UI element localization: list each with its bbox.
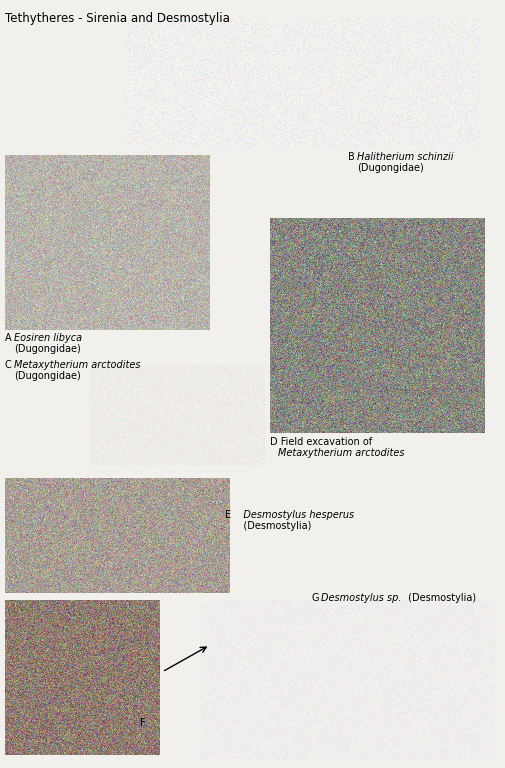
- Text: B: B: [348, 152, 358, 162]
- Text: F: F: [140, 718, 145, 728]
- Text: Eosiren libyca: Eosiren libyca: [14, 333, 82, 343]
- Text: Desmostylus sp.: Desmostylus sp.: [321, 593, 401, 603]
- Text: Metaxytherium arctodites: Metaxytherium arctodites: [14, 360, 140, 370]
- Text: Halitherium schinzii: Halitherium schinzii: [357, 152, 453, 162]
- Text: (Dugongidae): (Dugongidae): [14, 371, 81, 381]
- Text: (Dugongidae): (Dugongidae): [357, 163, 424, 173]
- Text: (Desmostylia): (Desmostylia): [234, 521, 312, 531]
- Text: (Dugongidae): (Dugongidae): [14, 344, 81, 354]
- Text: Metaxytherium arctodites: Metaxytherium arctodites: [278, 448, 405, 458]
- Text: (Desmostylia): (Desmostylia): [405, 593, 476, 603]
- Text: D Field excavation of: D Field excavation of: [270, 437, 372, 447]
- Text: Desmostylus hesperus: Desmostylus hesperus: [234, 510, 354, 520]
- Text: G: G: [312, 593, 323, 603]
- Text: Tethytheres - Sirenia and Desmostylia: Tethytheres - Sirenia and Desmostylia: [5, 12, 230, 25]
- Text: C: C: [5, 360, 15, 370]
- Text: A: A: [5, 333, 15, 343]
- Text: E: E: [225, 510, 231, 520]
